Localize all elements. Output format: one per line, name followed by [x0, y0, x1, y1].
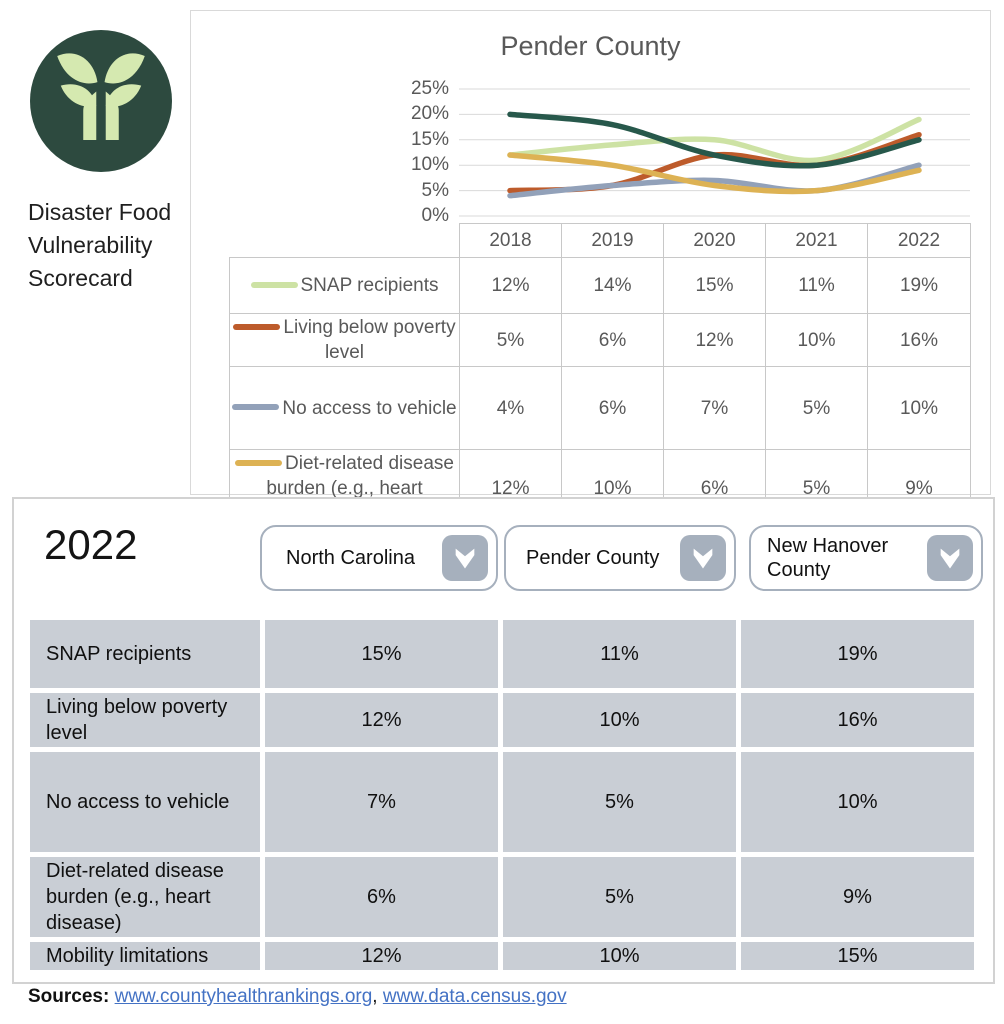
line-chart — [459, 88, 970, 217]
y-tick-label: 10% — [410, 154, 449, 176]
app-title: Disaster Food Vulnerability Scorecard — [28, 199, 172, 291]
metric-value-cell: 15% — [741, 942, 974, 970]
metric-value-cell: 12% — [265, 693, 498, 747]
metric-value-cell: 10% — [503, 942, 736, 970]
metric-value-cell: 4% — [459, 366, 562, 450]
metric-label-cell: Diet-related disease burden (e.g., heart… — [30, 857, 260, 937]
trend-chart-panel: Pender County 25% 20% 15% 10% 5% 0% 2018 2019 2… — [190, 10, 991, 556]
metric-value-cell: 6% — [265, 857, 498, 937]
dropdown-pender-county[interactable]: Pender County — [504, 525, 736, 591]
metric-label-cell: No access to vehicle — [30, 752, 260, 852]
table-corner-blank — [230, 224, 460, 258]
sources-prefix: Sources: — [28, 986, 110, 1007]
year-header-cell: 2018 — [459, 223, 562, 258]
y-tick-label: 5% — [421, 179, 449, 201]
y-tick-label: 15% — [410, 128, 449, 150]
y-tick-label: 20% — [410, 103, 449, 125]
series-line — [507, 116, 922, 164]
metric-value-cell: 7% — [663, 366, 766, 450]
series-line — [507, 111, 922, 169]
metric-value-cell: 7% — [265, 752, 498, 852]
legend-swatch — [250, 281, 298, 288]
metric-value-cell: 16% — [741, 693, 974, 747]
chevron-down-icon — [927, 535, 973, 581]
metric-label-cell: Mobility limitations — [30, 942, 260, 970]
legend-label-cell: No access to vehicle — [229, 366, 460, 450]
legend-label-cell: SNAP recipients — [229, 257, 460, 314]
metric-value-cell: 12% — [459, 257, 562, 314]
metric-value-cell: 10% — [765, 313, 868, 367]
dropdown-north-carolina[interactable]: North Carolina — [260, 525, 498, 591]
chevron-down-icon — [442, 535, 488, 581]
y-tick-label: 0% — [421, 205, 449, 226]
year-header-cell: 2020 — [663, 223, 766, 258]
metric-value-cell: 10% — [741, 752, 974, 852]
metric-value-cell: 19% — [867, 257, 971, 314]
legend-label-cell: Living below poverty level — [229, 313, 460, 367]
table-row: No access to vehicle 7% 5% 10% — [30, 752, 974, 852]
table-row: Mobility limitations 12% 10% 15% — [30, 942, 974, 970]
table-row: Living below poverty level 5% 6% 12% 10% 16% — [229, 313, 971, 367]
source-link-countyhealthrankings[interactable]: www.countyhealthrankings.org — [114, 986, 373, 1007]
sources-line: Sources: www.countyhealthrankings.org, w… — [28, 986, 567, 1008]
table-row: SNAP recipients 15% 11% 19% — [30, 620, 974, 688]
metric-value-cell: 6% — [561, 366, 664, 450]
sources-separator: , — [372, 986, 383, 1007]
metric-value-cell: 15% — [663, 257, 766, 314]
metric-value-cell: 6% — [561, 313, 664, 367]
comparison-panel: 2022 North Carolina Pender County New Ha… — [12, 497, 995, 984]
dropdown-label: New Hanover County — [767, 535, 889, 581]
metric-label-cell: Living below poverty level — [30, 693, 260, 747]
metric-value-cell: 5% — [765, 366, 868, 450]
y-tick-label: 25% — [410, 78, 449, 99]
table-row: No access to vehicle 4% 6% 7% 5% 10% — [229, 366, 971, 450]
metric-value-cell: 16% — [867, 313, 971, 367]
year-header-cell: 2019 — [561, 223, 664, 258]
metric-value-cell: 9% — [741, 857, 974, 937]
metric-value-cell: 10% — [867, 366, 971, 450]
metric-value-cell: 5% — [459, 313, 562, 367]
chevron-down-icon — [680, 535, 726, 581]
series-line — [507, 152, 922, 195]
metric-value-cell: 11% — [503, 620, 736, 688]
table-row: Diet-related disease burden (e.g., heart… — [30, 857, 974, 937]
plant-logo-icon — [30, 30, 172, 172]
year-header-cell: 2021 — [765, 223, 868, 258]
metric-value-cell: 5% — [503, 752, 736, 852]
metric-value-cell: 10% — [503, 693, 736, 747]
metric-value-cell: 5% — [503, 857, 736, 937]
metric-value-cell: 12% — [265, 942, 498, 970]
metric-value-cell: 19% — [741, 620, 974, 688]
metric-value-cell: 15% — [265, 620, 498, 688]
table-row: SNAP recipients 12% 14% 15% 11% 19% — [229, 257, 971, 314]
year-header-cell: 2022 — [867, 223, 971, 258]
legend-swatch — [235, 459, 282, 466]
metric-value-cell: 11% — [765, 257, 868, 314]
metric-value-cell: 12% — [663, 313, 766, 367]
metric-value-cell: 10% — [561, 449, 664, 528]
dropdown-label: North Carolina — [286, 547, 415, 569]
legend-swatch — [232, 404, 280, 411]
comparison-table: SNAP recipients 15% 11% 19% Living below pov… — [25, 615, 979, 975]
dropdown-label: Pender County — [526, 547, 660, 569]
chart-title: Pender County — [500, 31, 681, 61]
metric-label-cell: SNAP recipients — [30, 620, 260, 688]
source-link-data-census[interactable]: www.data.census.gov — [382, 986, 567, 1007]
dropdown-new-hanover-county[interactable]: New Hanover County — [749, 525, 983, 591]
metric-value-cell: 14% — [561, 257, 664, 314]
series-line — [507, 162, 922, 199]
year-label: 2022 — [44, 521, 138, 568]
legend-swatch — [233, 323, 281, 330]
table-row: Living below poverty level 12% 10% 16% — [30, 693, 974, 747]
